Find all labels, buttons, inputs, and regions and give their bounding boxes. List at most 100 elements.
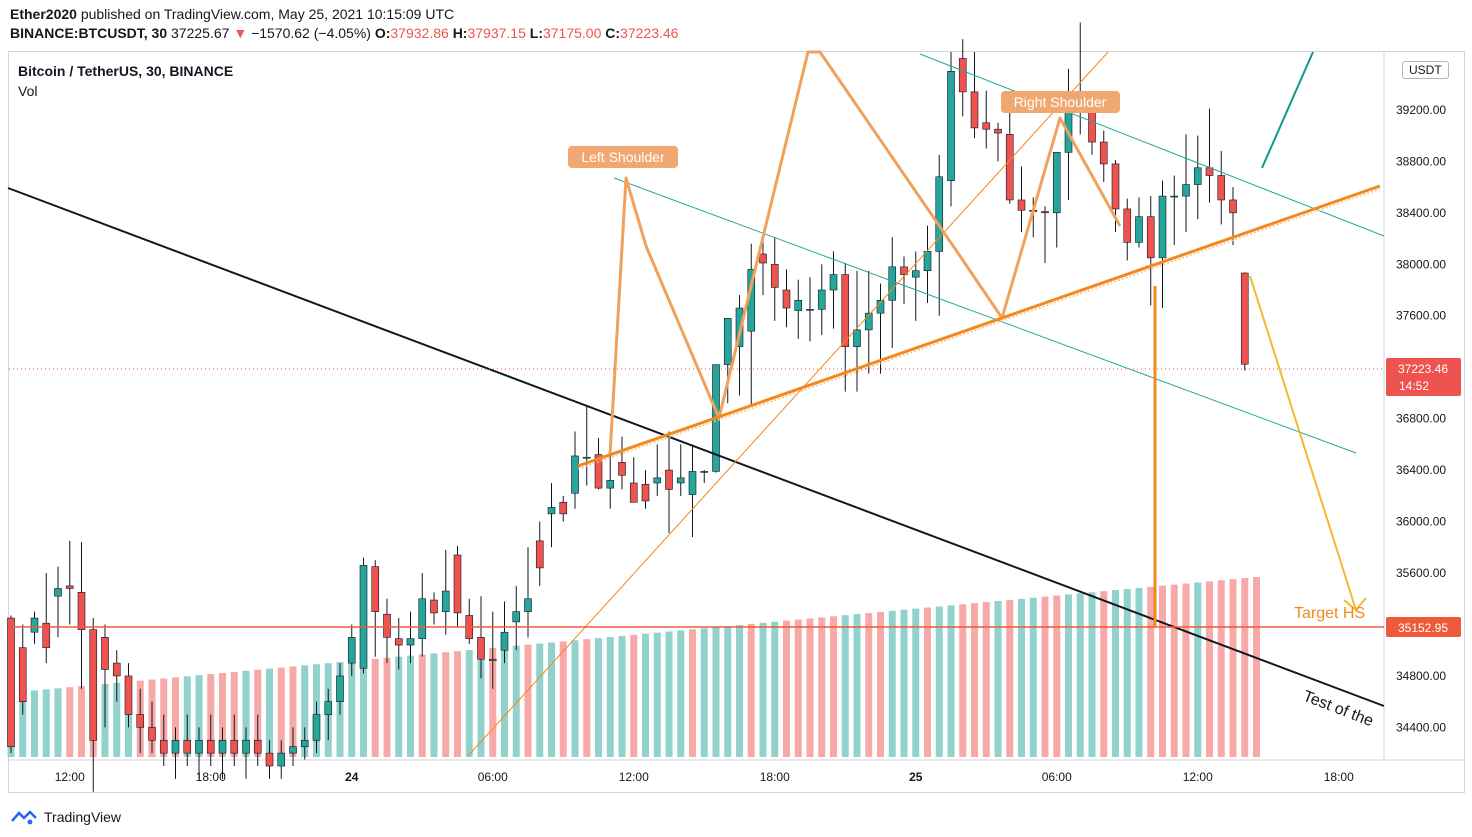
candle	[900, 256, 908, 305]
head-and-shoulders-pattern[interactable]	[608, 50, 1122, 456]
candle-body	[418, 598, 427, 639]
candle	[688, 444, 697, 538]
candle	[300, 727, 309, 760]
channel-upper-line[interactable]	[919, 53, 1385, 237]
volume-bar	[548, 642, 555, 757]
volume-bar	[700, 628, 708, 757]
candle-body	[101, 637, 109, 670]
candle	[500, 601, 509, 664]
long-downtrend-line[interactable]	[7, 187, 1385, 707]
volume-bar	[853, 614, 861, 757]
price-tick-label: 34400.00	[1396, 720, 1446, 734]
candle-body	[112, 662, 121, 677]
volume-bar	[1076, 593, 1084, 757]
volume-bar	[442, 652, 450, 757]
candle-body	[54, 588, 62, 597]
candle	[723, 318, 732, 404]
candle	[1182, 134, 1190, 233]
candle-body	[958, 58, 967, 93]
projection-yellow-line[interactable]	[1249, 275, 1357, 611]
candle	[359, 557, 368, 674]
candle	[371, 560, 380, 657]
volume-bar	[630, 634, 638, 757]
author-name[interactable]: Ether2020	[10, 6, 77, 22]
channel-lower-line[interactable]	[613, 177, 1357, 454]
volume-bar	[277, 667, 285, 757]
volume-bar	[583, 639, 591, 757]
candle	[383, 598, 391, 664]
candle	[982, 90, 991, 149]
thin-orange-uptrend-line[interactable]	[467, 51, 1109, 757]
volume-bar	[595, 638, 602, 757]
time-tick-label: 06:00	[1042, 770, 1072, 784]
candle-body	[1123, 208, 1132, 243]
target-price-tag[interactable]	[1386, 617, 1461, 637]
candle-body	[594, 454, 603, 489]
candle	[864, 270, 873, 374]
volume-bar	[31, 690, 38, 757]
candle	[1158, 180, 1167, 309]
candle	[324, 688, 333, 741]
volume-bar	[454, 651, 461, 757]
price-tick-label: 35600.00	[1396, 566, 1446, 580]
left-shoulder-label-box[interactable]	[568, 146, 678, 168]
projection-teal-line[interactable]	[1261, 51, 1314, 169]
neckline[interactable]	[577, 184, 1381, 468]
candle	[441, 549, 450, 635]
volume-legend[interactable]: Vol	[18, 83, 38, 99]
candle	[124, 663, 133, 728]
volume-bar	[536, 643, 544, 757]
volume-bar	[1100, 591, 1108, 757]
candle	[89, 618, 98, 792]
candle-body	[547, 507, 556, 515]
chart-frame[interactable]	[8, 51, 1465, 793]
candle	[923, 225, 932, 303]
candle	[1170, 175, 1179, 245]
candle	[653, 444, 662, 496]
time-tick-label: 06:00	[478, 770, 508, 784]
candle	[994, 122, 1002, 162]
candle	[18, 624, 27, 715]
candle	[1193, 135, 1202, 220]
current-price-tag[interactable]	[1386, 358, 1461, 396]
volume-bar	[360, 659, 367, 757]
candle-body	[629, 482, 638, 503]
candle	[148, 701, 156, 754]
currency-button[interactable]: USDT	[1402, 61, 1449, 79]
candle	[1229, 187, 1237, 245]
candle-body	[888, 266, 897, 301]
candle-body	[65, 585, 74, 589]
candle-body	[1229, 199, 1237, 214]
candle	[453, 546, 462, 628]
candle-body	[864, 312, 873, 331]
volume-bar	[971, 603, 978, 757]
candle-body	[947, 70, 955, 181]
candle	[230, 714, 239, 767]
chart-legend-title[interactable]: Bitcoin / TetherUS, 30, BINANCE	[18, 63, 234, 79]
test-label[interactable]: Test of the	[1301, 688, 1376, 730]
candle	[759, 237, 767, 296]
published-text: published on TradingView.com, May 25, 20…	[80, 6, 455, 22]
volume-bar	[783, 620, 790, 757]
footer-brand[interactable]: TradingView	[10, 809, 121, 825]
right-shoulder-label-box[interactable]	[1001, 91, 1120, 113]
candle	[1099, 130, 1108, 182]
time-tick-label: 12:00	[1183, 770, 1213, 784]
candle	[888, 237, 897, 348]
volume-bar	[66, 687, 74, 757]
volume-bar	[19, 691, 27, 757]
candle-body	[618, 462, 626, 476]
candle	[1123, 198, 1132, 261]
volume-bar	[54, 688, 62, 757]
volume-bar	[818, 617, 826, 757]
candle	[218, 727, 227, 779]
candle-body	[1005, 134, 1014, 201]
candle-body	[512, 611, 521, 623]
candle-body	[406, 638, 415, 646]
candle	[112, 650, 121, 702]
candle	[958, 39, 967, 117]
volume-bar	[736, 625, 743, 757]
volume-bar	[724, 626, 732, 757]
target-hs-label[interactable]: Target HS	[1294, 605, 1365, 622]
